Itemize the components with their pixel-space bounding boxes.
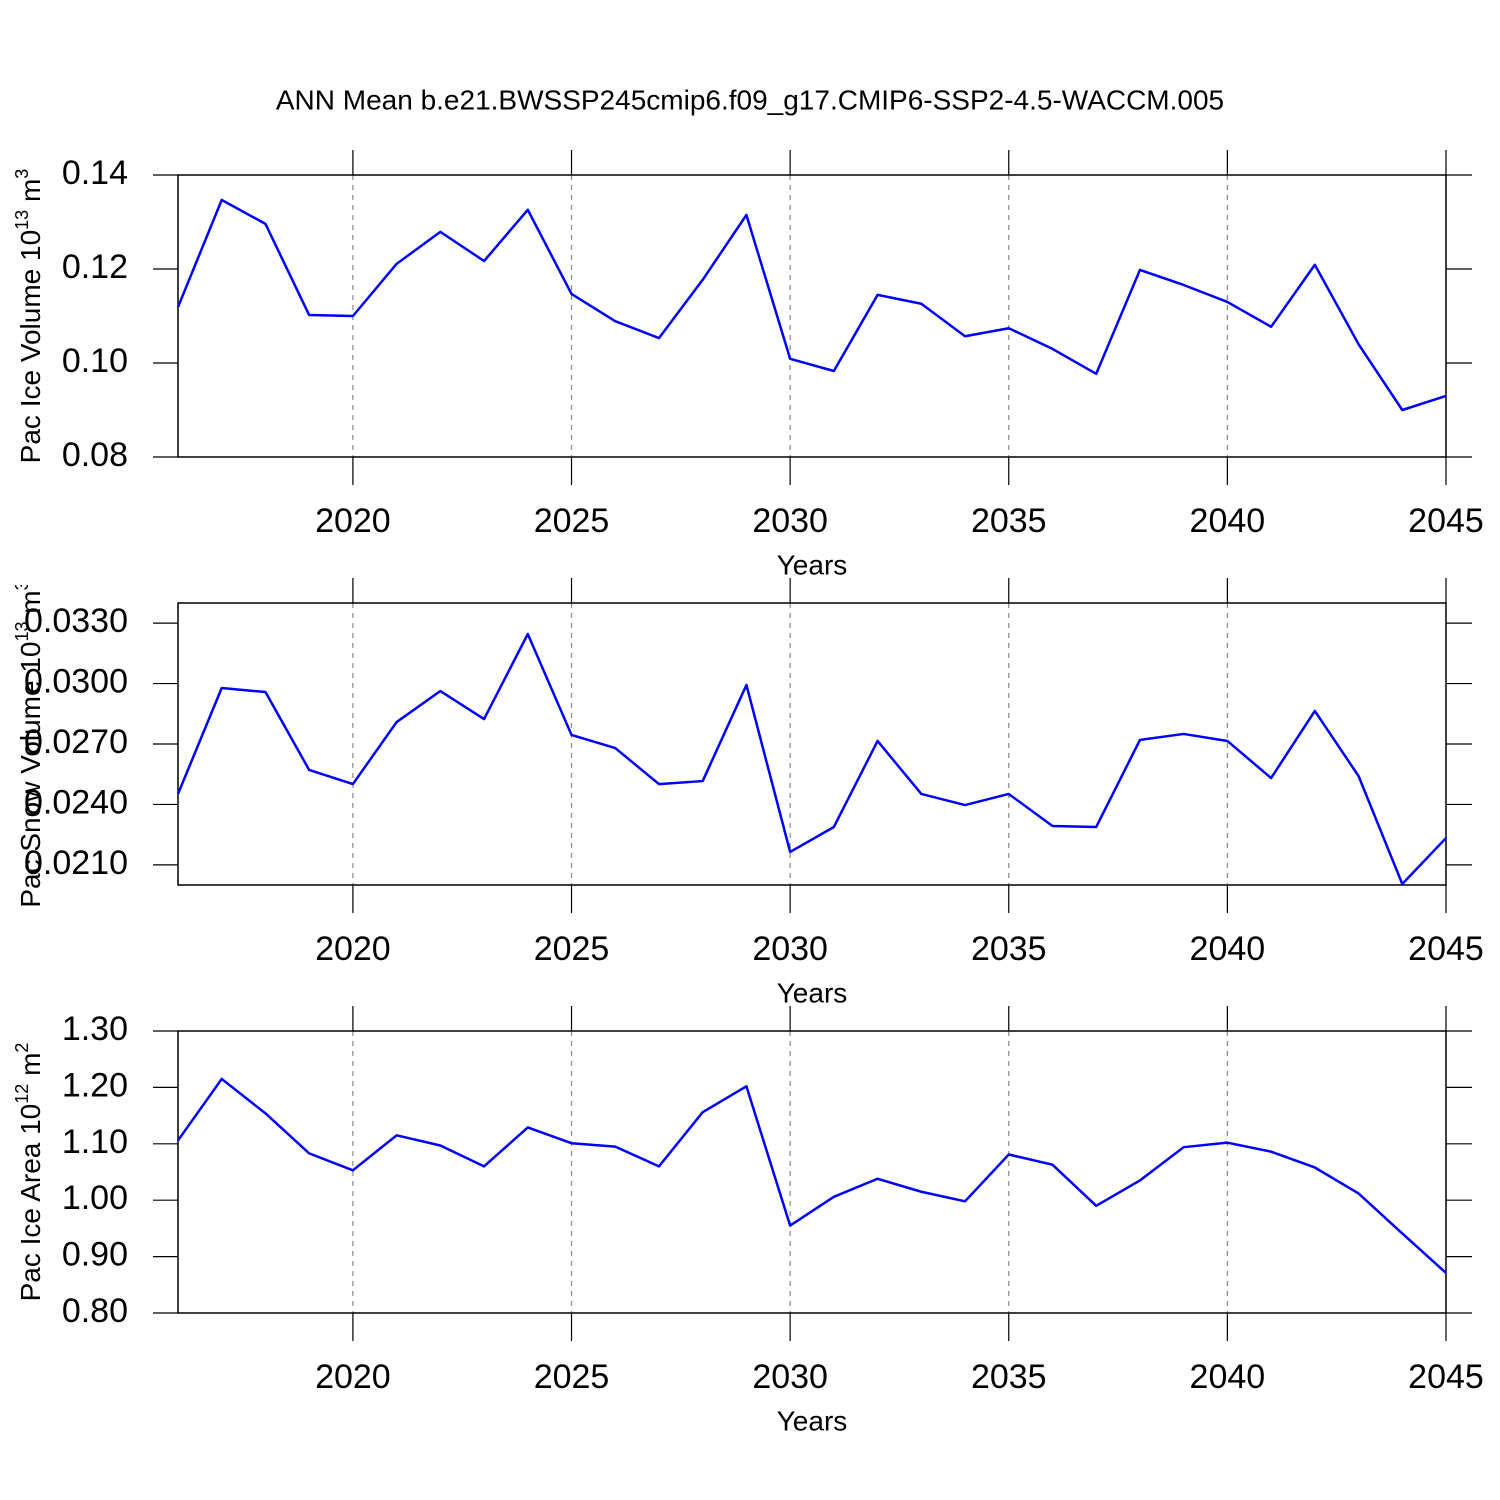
y-label-exponent: 12 <box>12 1084 32 1104</box>
y-axis-label: Pac Ice Area 1012 m2 <box>12 1043 47 1302</box>
chart-title: ANN Mean b.e21.BWSSP245cmip6.f09_g17.CMI… <box>276 84 1224 115</box>
x-axis-label: Years <box>777 1405 848 1436</box>
y-label-text: Pac Ice Volume 10 <box>15 230 46 463</box>
y-tick-label: 0.12 <box>62 248 128 286</box>
x-tick-label: 2020 <box>315 1358 391 1396</box>
y-tick-label: 0.08 <box>62 436 128 474</box>
x-tick-label: 2030 <box>752 502 828 540</box>
x-tick-label: 2045 <box>1408 502 1484 540</box>
y-axis-label-group: Pac Ice Volume 1013 m3 <box>12 169 47 464</box>
y-tick-label: 0.0330 <box>24 602 128 640</box>
y-label-unit: m <box>15 590 46 621</box>
y-axis-label: Pac Ice Volume 1013 m3 <box>12 169 47 464</box>
x-tick-label: 2045 <box>1408 1358 1484 1396</box>
y-label-unit-exponent: 3 <box>12 169 32 179</box>
data-line <box>176 1077 1447 1274</box>
x-tick-label: 2025 <box>534 502 610 540</box>
y-axis-label: Pac Snow Volume 1013 m3 <box>12 580 47 907</box>
y-tick-label: 0.0270 <box>24 723 128 761</box>
plot-frame <box>177 174 1447 458</box>
y-label-exponent: 13 <box>12 210 32 230</box>
y-tick-label: 0.0210 <box>24 844 128 882</box>
y-label-unit: m <box>15 179 46 210</box>
y-tick-label: 0.0240 <box>24 783 128 821</box>
y-label-exponent: 13 <box>12 621 32 641</box>
data-line <box>176 632 1447 886</box>
x-tick-label: 2045 <box>1408 930 1484 968</box>
x-tick-label: 2030 <box>752 1358 828 1396</box>
x-tick-label: 2035 <box>971 502 1047 540</box>
x-tick-label: 2040 <box>1190 1358 1266 1396</box>
y-tick-label: 0.10 <box>62 342 128 380</box>
y-tick-label: 1.00 <box>62 1179 128 1217</box>
y-tick-label: 1.10 <box>62 1123 128 1161</box>
x-tick-label: 2020 <box>315 930 391 968</box>
y-tick-label: 0.90 <box>62 1236 128 1274</box>
y-label-text: Pac Ice Area 10 <box>15 1104 46 1302</box>
plot-frame <box>177 1030 1447 1314</box>
y-label-unit-exponent: 3 <box>12 580 32 590</box>
y-tick-label: 0.14 <box>62 154 128 192</box>
x-tick-label: 2035 <box>971 1358 1047 1396</box>
x-tick-label: 2030 <box>752 930 828 968</box>
x-tick-label: 2035 <box>971 930 1047 968</box>
y-axis-label-group: Pac Ice Area 1012 m2 <box>12 1043 47 1302</box>
x-tick-label: 2040 <box>1190 930 1266 968</box>
plot-frame <box>177 602 1447 886</box>
x-tick-label: 2025 <box>534 930 610 968</box>
x-axis-label: Years <box>777 549 848 580</box>
data-line <box>176 198 1447 412</box>
x-tick-label: 2020 <box>315 502 391 540</box>
x-tick-label: 2025 <box>534 1358 610 1396</box>
y-label-unit-exponent: 2 <box>12 1043 32 1053</box>
y-axis-label-group: Pac Snow Volume 1013 m3 <box>12 580 47 908</box>
y-tick-label: 1.20 <box>62 1066 128 1104</box>
y-tick-label: 1.30 <box>62 1010 128 1048</box>
y-tick-label: 0.80 <box>62 1292 128 1330</box>
x-axis-label: Years <box>777 977 848 1008</box>
x-tick-label: 2040 <box>1190 502 1266 540</box>
y-label-text: Pac Snow Volume 10 <box>15 641 46 907</box>
y-label-unit: m <box>15 1053 46 1084</box>
y-tick-label: 0.0300 <box>24 663 128 701</box>
